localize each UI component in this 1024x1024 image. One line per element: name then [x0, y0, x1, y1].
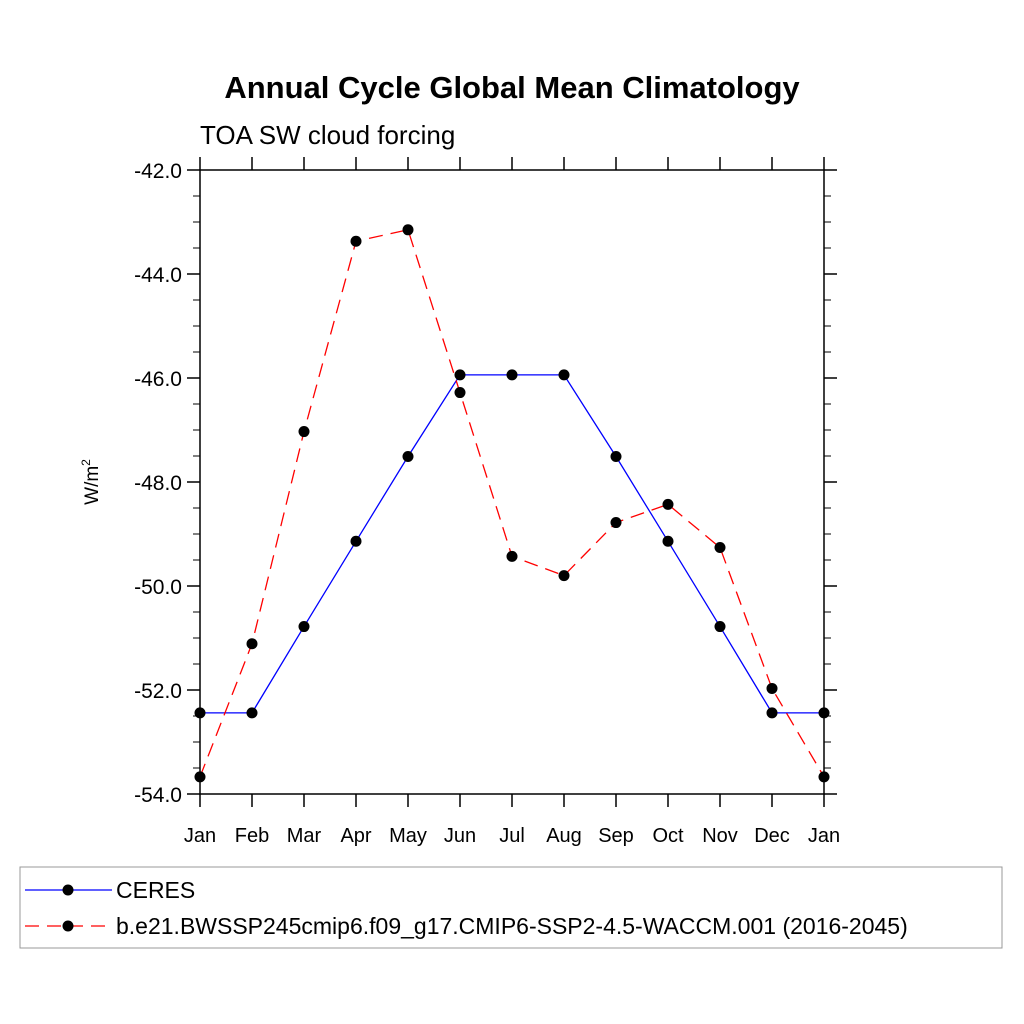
data-point	[610, 517, 622, 529]
data-point	[246, 638, 258, 650]
x-tick-label: Jul	[499, 825, 525, 847]
data-point	[350, 235, 362, 247]
x-tick-label: Apr	[340, 825, 371, 847]
x-tick-label: Sep	[598, 825, 634, 847]
x-tick-label: Jan	[808, 825, 840, 847]
y-tick-label: -54.0	[134, 784, 182, 807]
y-tick-label: -50.0	[134, 576, 182, 599]
y-axis-label: W/m2	[79, 459, 103, 505]
x-tick-label: Feb	[235, 825, 269, 847]
data-point	[246, 707, 258, 719]
svg-text:W/m2: W/m2	[79, 459, 103, 505]
series-1	[194, 369, 830, 719]
y-axis-label-superscript: 2	[79, 459, 93, 466]
axis-ticks	[187, 157, 837, 807]
data-point	[766, 682, 778, 694]
legend-label: b.e21.BWSSP245cmip6.f09_g17.CMIP6-SSP2-4…	[116, 913, 908, 939]
data-point	[298, 426, 310, 438]
legend-label: CERES	[116, 877, 195, 903]
series-2	[194, 224, 830, 783]
legend-marker	[62, 920, 74, 932]
legend-box	[19, 866, 1003, 949]
x-tick-label: Jun	[444, 825, 476, 847]
y-tick-label: -52.0	[134, 680, 182, 703]
legend-marker	[62, 884, 74, 896]
series-line	[200, 374, 824, 714]
x-tick-label: Dec	[754, 825, 790, 847]
data-point	[350, 535, 362, 547]
x-tick-label: Nov	[702, 825, 738, 847]
y-axis-label-text: W/m	[82, 466, 103, 505]
data-point	[610, 451, 622, 463]
x-tick-label: Mar	[287, 825, 322, 847]
y-tick-label: -46.0	[134, 368, 182, 391]
x-tick-label: Oct	[652, 825, 684, 847]
y-tick-label: -48.0	[134, 472, 182, 495]
data-point	[714, 621, 726, 633]
data-point	[506, 550, 518, 562]
data-point	[558, 369, 570, 381]
axis-tick-labels: -54.0 -52.0 -50.0 -48.0 -46.0 -44.0 -42.0 Jan Fe…	[134, 160, 840, 847]
data-point	[454, 387, 466, 399]
data-point	[662, 535, 674, 547]
legend: CERES b.e21.BWSSP245cmip6.f09_g17.CMIP6-S…	[19, 866, 1003, 949]
data-point	[402, 224, 414, 236]
y-tick-label: -44.0	[134, 264, 182, 287]
data-point	[766, 707, 778, 719]
data-point	[298, 621, 310, 633]
chart-title: Annual Cycle Global Mean Climatology	[224, 70, 800, 105]
y-tick-label: -42.0	[134, 160, 182, 183]
series-layer	[194, 224, 830, 783]
x-tick-label: Aug	[546, 825, 582, 847]
legend-entry: CERES	[25, 877, 195, 903]
x-tick-label: Jan	[184, 825, 216, 847]
data-point	[454, 369, 466, 381]
data-point	[662, 498, 674, 510]
data-point	[558, 570, 570, 582]
x-tick-label: May	[389, 825, 427, 847]
plot-frame	[199, 169, 825, 795]
legend-entries: CERES b.e21.BWSSP245cmip6.f09_g17.CMIP6-S…	[25, 877, 908, 939]
data-point	[714, 542, 726, 554]
legend-entry: b.e21.BWSSP245cmip6.f09_g17.CMIP6-SSP2-4…	[25, 913, 908, 939]
series-line	[199, 229, 825, 778]
chart-subtitle: TOA SW cloud forcing	[200, 120, 455, 150]
data-point	[506, 369, 518, 381]
data-point	[402, 451, 414, 463]
